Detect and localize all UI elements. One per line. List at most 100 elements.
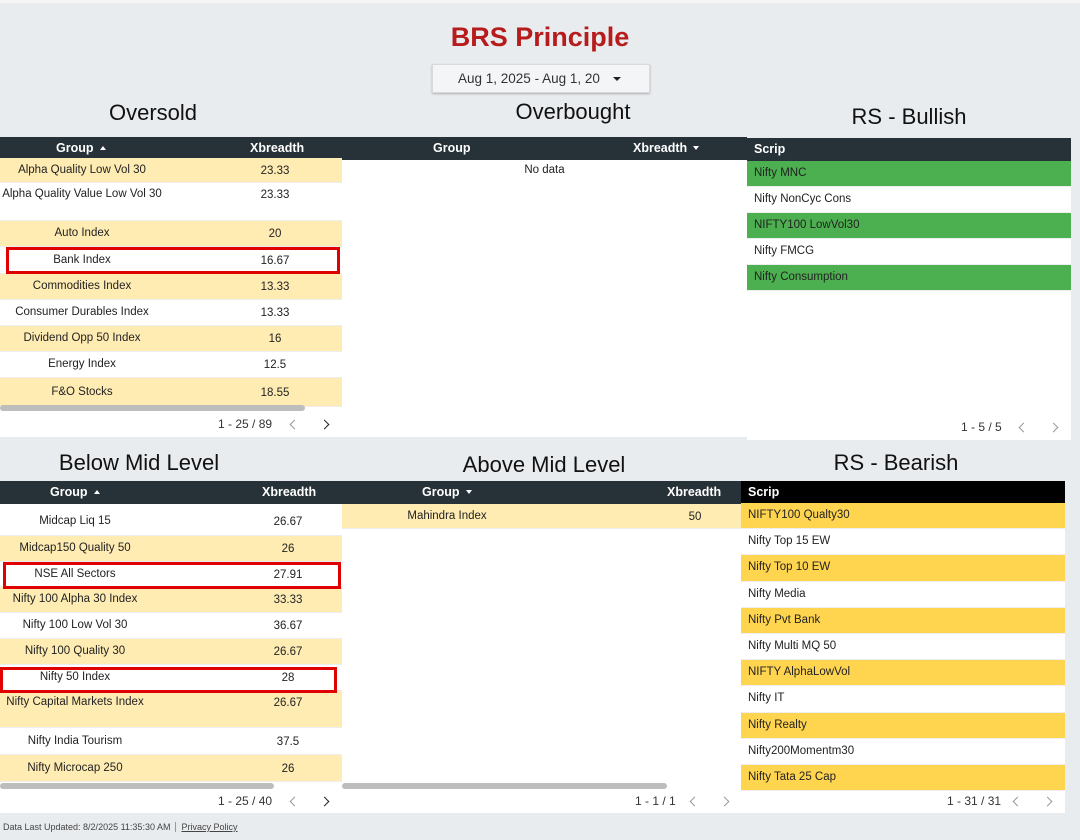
list-item[interactable]: Nifty Consumption <box>747 265 1071 291</box>
table-row[interactable]: Nifty 100 Quality 30 26.67 <box>0 639 342 665</box>
xbreadth-cell: 23.33 <box>260 165 290 177</box>
table-row[interactable]: Nifty 100 Alpha 30 Index 33.33 <box>0 587 342 613</box>
list-item[interactable]: Nifty Tata 25 Cap <box>741 765 1065 792</box>
empty-message: No data <box>524 164 565 176</box>
above-mid-title: Above Mid Level <box>462 452 626 477</box>
chevron-left-icon[interactable] <box>289 796 300 807</box>
list-item[interactable]: Nifty200Momentm30 <box>741 739 1065 765</box>
group-cell: Nifty 100 Quality 30 <box>24 645 126 657</box>
horizontal-scrollbar[interactable] <box>0 783 274 789</box>
xbreadth-cell: 33.33 <box>273 594 303 606</box>
list-item[interactable]: Nifty NonCyc Cons <box>747 187 1071 213</box>
group-cell: Nifty Microcap 250 <box>27 762 123 774</box>
group-cell: Auto Index <box>54 227 110 239</box>
table-row[interactable]: Nifty India Tourism 37.5 <box>0 728 342 755</box>
chevron-right-icon[interactable] <box>1048 422 1059 433</box>
chevron-left-icon[interactable] <box>289 419 300 430</box>
table-row[interactable]: Nifty 100 Low Vol 30 36.67 <box>0 613 342 639</box>
list-item[interactable]: Nifty Top 10 EW <box>741 555 1065 582</box>
table-row[interactable]: Midcap Liq 15 26.67 <box>0 508 342 536</box>
list-item[interactable]: NIFTY AlphaLowVol <box>741 660 1065 687</box>
oversold-col-group[interactable]: Group <box>56 141 106 155</box>
xbreadth-cell: 37.5 <box>276 736 300 748</box>
overbought-header: Group Xbreadth <box>342 137 747 160</box>
list-item[interactable]: Nifty Pvt Bank <box>741 607 1065 634</box>
table-row[interactable]: F&O Stocks 18.55 <box>0 378 342 407</box>
list-item[interactable]: Nifty MNC <box>747 161 1071 187</box>
table-row[interactable]: Midcap150 Quality 50 26 <box>0 536 342 562</box>
xbreadth-cell: 36.67 <box>273 620 303 632</box>
horizontal-scrollbar[interactable] <box>342 783 667 789</box>
chevron-right-icon[interactable] <box>1042 796 1053 807</box>
table-row[interactable]: Mahindra Index 50 <box>342 504 741 529</box>
rs-bearish-title: RS - Bearish <box>833 450 959 475</box>
chevron-left-icon[interactable] <box>1018 422 1029 433</box>
chevron-right-icon[interactable] <box>319 419 330 430</box>
xbreadth-cell: 26 <box>281 763 295 775</box>
above-mid-col-xbreadth[interactable]: Xbreadth <box>667 485 722 499</box>
above-mid-pager: 1 - 1 / 1 <box>635 794 676 808</box>
chevron-left-icon[interactable] <box>1012 796 1023 807</box>
table-row[interactable]: Alpha Quality Low Vol 30 23.33 <box>0 158 342 183</box>
rs-bearish-header: Scrip <box>741 481 1065 504</box>
list-item[interactable]: Nifty Multi MQ 50 <box>741 634 1065 661</box>
list-item[interactable]: Nifty FMCG <box>747 239 1071 265</box>
overbought-col-xbreadth[interactable]: Xbreadth <box>633 141 700 155</box>
list-item[interactable]: NIFTY100 LowVol30 <box>747 213 1071 239</box>
table-row[interactable]: Nifty Capital Markets Index 26.67 <box>0 691 342 728</box>
chevron-right-icon[interactable] <box>319 796 330 807</box>
above-mid-table: Group Xbreadth Mahindra Index 50 1 - 1 / … <box>342 481 741 813</box>
highlight-box <box>3 562 341 589</box>
scrip-cell: Nifty MNC <box>754 167 807 179</box>
table-row[interactable]: Energy Index 12.5 <box>0 352 342 378</box>
list-item[interactable]: Nifty IT <box>741 686 1065 713</box>
below-mid-pager: 1 - 25 / 40 <box>218 794 273 808</box>
chevron-right-icon[interactable] <box>719 796 730 807</box>
scrip-cell: NIFTY AlphaLowVol <box>748 666 851 679</box>
oversold-table: Group Xbreadth Alpha Quality Low Vol 30 2… <box>0 137 342 437</box>
xbreadth-cell: 26.67 <box>273 697 303 709</box>
below-mid-col-xbreadth[interactable]: Xbreadth <box>262 485 317 499</box>
below-mid-col-group[interactable]: Group <box>50 485 100 499</box>
chevron-left-icon[interactable] <box>689 796 700 807</box>
rs-bullish-header: Scrip <box>747 138 1071 161</box>
xbreadth-cell: 12.5 <box>263 359 287 371</box>
rs-bearish-col-scrip[interactable]: Scrip <box>748 485 780 499</box>
date-range-label: Aug 1, 2025 - Aug 1, 20 <box>458 71 600 86</box>
horizontal-scrollbar[interactable] <box>0 405 305 411</box>
list-item[interactable]: NIFTY100 Qualty30 <box>741 503 1065 530</box>
xbreadth-cell: 27.91 <box>273 569 303 581</box>
rs-bearish-pager: 1 - 31 / 31 <box>947 794 1002 808</box>
table-row[interactable]: Consumer Durables Index 13.33 <box>0 300 342 326</box>
table-row[interactable]: Commodities Index 13.33 <box>0 274 342 300</box>
group-cell: Consumer Durables Index <box>15 306 149 318</box>
xbreadth-cell: 16 <box>268 333 282 345</box>
privacy-policy-link[interactable]: Privacy Policy <box>181 822 238 832</box>
date-range-picker[interactable]: Aug 1, 2025 - Aug 1, 20 <box>432 64 650 93</box>
oversold-col-xbreadth[interactable]: Xbreadth <box>250 141 305 155</box>
table-row[interactable]: Auto Index 20 <box>0 221 342 247</box>
xbreadth-cell: 20 <box>268 228 282 240</box>
xbreadth-cell: 16.67 <box>260 255 290 267</box>
above-mid-col-group[interactable]: Group <box>422 485 472 499</box>
sort-desc-icon <box>693 146 700 150</box>
rs-bullish-col-scrip[interactable]: Scrip <box>754 142 786 156</box>
rs-bullish-pager: 1 - 5 / 5 <box>961 420 1002 434</box>
oversold-pager: 1 - 25 / 89 <box>218 417 273 431</box>
group-cell: Dividend Opp 50 Index <box>23 332 141 344</box>
caret-down-icon <box>613 77 621 81</box>
list-item[interactable]: Nifty Top 15 EW <box>741 529 1065 556</box>
table-row[interactable]: Alpha Quality Value Low Vol 30 23.33 <box>0 183 342 221</box>
below-mid-table: Group Xbreadth Midcap Liq 15 26.67 Midcap1… <box>0 481 342 813</box>
highlight-box <box>0 667 337 693</box>
list-item[interactable]: Nifty Media <box>741 582 1065 608</box>
below-mid-title: Below Mid Level <box>58 450 220 475</box>
footer: Data Last Updated: 8/2/2025 11:35:30 AM P… <box>3 822 237 832</box>
scrip-cell: Nifty FMCG <box>754 245 815 257</box>
scrip-cell: NIFTY100 Qualty30 <box>748 509 850 521</box>
table-row[interactable]: Dividend Opp 50 Index 16 <box>0 326 342 352</box>
list-item[interactable]: Nifty Realty <box>741 712 1065 739</box>
table-row[interactable]: Nifty Microcap 250 26 <box>0 755 342 782</box>
scrip-cell: Nifty Consumption <box>754 271 848 283</box>
overbought-col-group[interactable]: Group <box>433 141 471 155</box>
